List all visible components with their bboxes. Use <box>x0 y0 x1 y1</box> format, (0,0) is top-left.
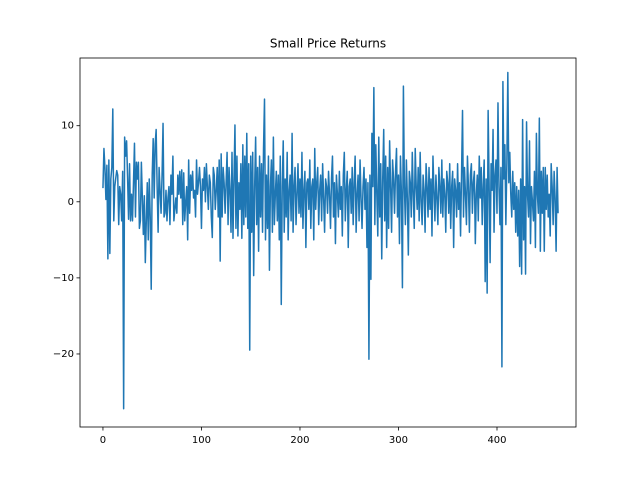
x-tick-label: 200 <box>290 435 309 446</box>
x-tick-label: 400 <box>487 435 506 446</box>
y-tick-label: −20 <box>53 349 74 360</box>
y-tick-label: −10 <box>53 273 74 284</box>
chart-title: Small Price Returns <box>270 37 386 51</box>
y-tick-label: 0 <box>68 197 74 208</box>
x-tick-label: 300 <box>389 435 408 446</box>
x-tick-label: 0 <box>100 435 106 446</box>
y-tick-label: 10 <box>61 121 74 132</box>
plot-frame <box>79 57 577 428</box>
x-tick-label: 100 <box>192 435 211 446</box>
line-series <box>102 71 559 410</box>
